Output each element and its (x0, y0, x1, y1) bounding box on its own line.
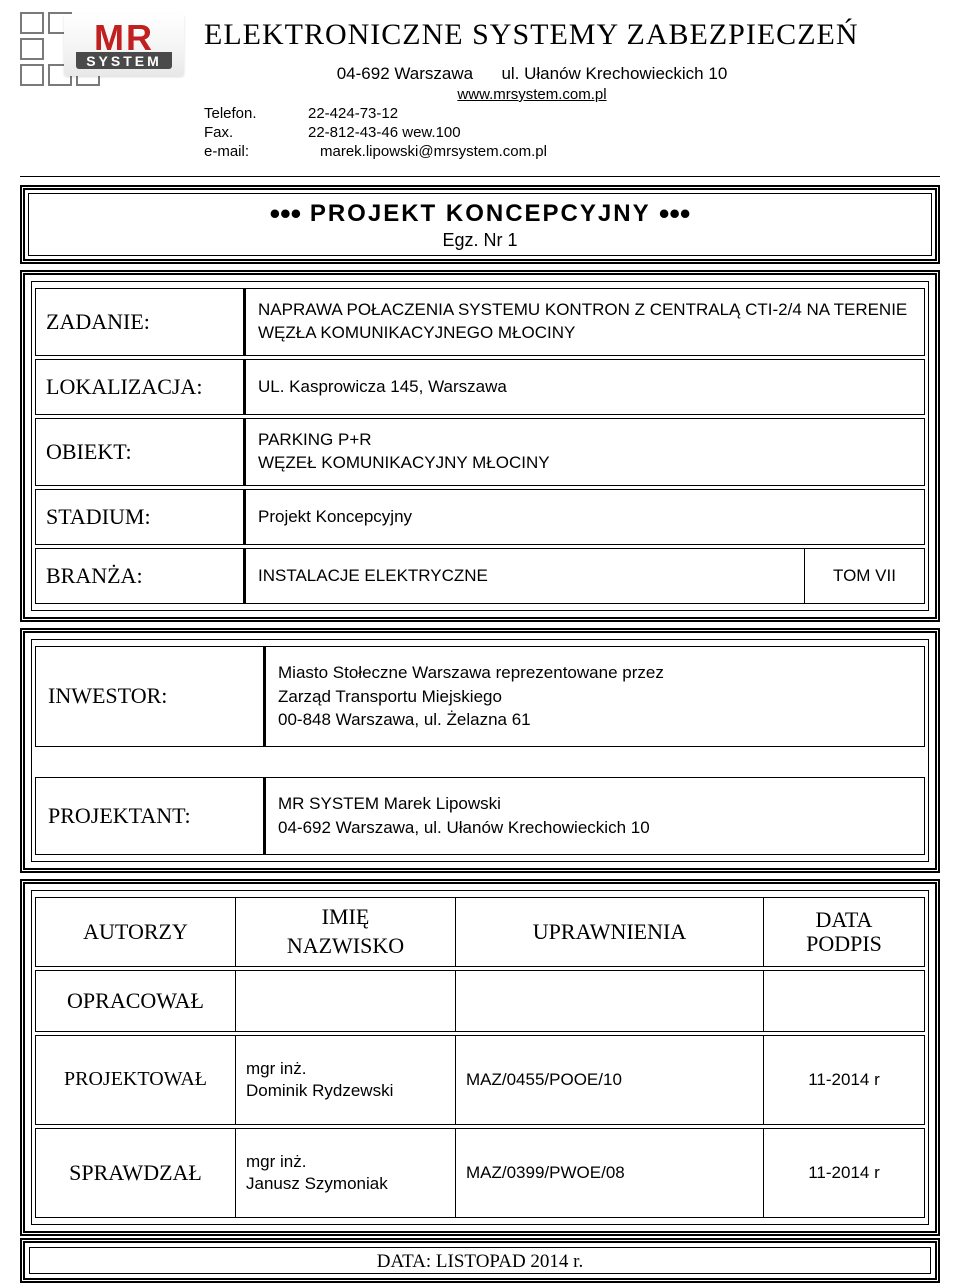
logo-square (20, 38, 44, 60)
row-projektant: PROJEKTANT: MR SYSTEM Marek Lipowski 04-… (35, 777, 925, 855)
label-obiekt: OBIEKT: (36, 419, 246, 485)
header-nazwisko: NAZWISKO (287, 932, 404, 961)
metadata-box-2: INWESTOR: Miasto Stołeczne Warszawa repr… (20, 628, 940, 873)
projektant-line1: MR SYSTEM Marek Lipowski (278, 792, 912, 816)
projektowal-name: mgr inż. Dominik Rydzewski (236, 1036, 456, 1124)
logo-system-text: SYSTEM (76, 52, 172, 69)
header-data: DATA (816, 908, 873, 932)
label-opracowal: OPRACOWAŁ (36, 971, 236, 1031)
header-imie-nazwisko: IMIĘ NAZWISKO (236, 898, 456, 966)
opracowal-name (236, 971, 456, 1031)
label-stadium: STADIUM: (36, 490, 246, 544)
projektowal-fullname: Dominik Rydzewski (246, 1080, 393, 1102)
opracowal-upraw (456, 971, 764, 1031)
project-title-line: ••• PROJEKT KONCEPCYJNY ••• (37, 200, 923, 228)
logo-area: MR SYSTEM (20, 12, 190, 76)
projektowal-data: 11-2014 r (764, 1036, 924, 1124)
row-lokalizacja: LOKALIZACJA: UL. Kasprowicza 145, Warsza… (35, 359, 925, 415)
telephone-row: Telefon. 22-424-73-12 (204, 105, 940, 122)
project-title-inner: ••• PROJEKT KONCEPCYJNY ••• Egz. Nr 1 (28, 193, 932, 256)
label-lokalizacja: LOKALIZACJA: (36, 360, 246, 414)
value-inwestor: Miasto Stołeczne Warszawa reprezentowane… (266, 647, 924, 746)
logo-square (20, 12, 44, 34)
header-text: ELEKTRONICZNE SYSTEMY ZABEZPIECZEŃ 04-69… (204, 12, 940, 160)
value-lokalizacja: UL. Kasprowicza 145, Warszawa (246, 360, 924, 414)
row-projektowal: PROJEKTOWAŁ mgr inż. Dominik Rydzewski M… (35, 1035, 925, 1125)
header-autorzy: AUTORZY (36, 898, 236, 966)
row-zadanie: ZADANIE: NAPRAWA POŁACZENIA SYSTEMU KONT… (35, 288, 925, 356)
row-obiekt: OBIEKT: PARKING P+R WĘZEŁ KOMUNIKACYJNY … (35, 418, 925, 486)
sprawdzal-fullname: Janusz Szymoniak (246, 1173, 388, 1195)
telephone-label: Telefon. (204, 105, 274, 122)
website-link[interactable]: www.mrsystem.com.pl (204, 86, 940, 103)
company-title: ELEKTRONICZNE SYSTEMY ZABEZPIECZEŃ (204, 18, 940, 52)
row-branza: BRANŻA: INSTALACJE ELEKTRYCZNE TOM VII (35, 548, 925, 604)
projektowal-upraw: MAZ/0455/POOE/10 (456, 1036, 764, 1124)
authors-header-row: AUTORZY IMIĘ NAZWISKO UPRAWNIENIA DATA P… (35, 897, 925, 967)
inwestor-line2: Zarząd Transportu Miejskiego (278, 685, 912, 709)
telephone-value: 22-424-73-12 (308, 105, 398, 122)
value-obiekt: PARKING P+R WĘZEŁ KOMUNIKACYJNY MŁOCINY (246, 419, 924, 485)
label-projektant: PROJEKTANT: (36, 778, 266, 854)
opracowal-data (764, 971, 924, 1031)
label-sprawdzal: SPRAWDZAŁ (36, 1129, 236, 1217)
header-uprawnienia: UPRAWNIENIA (456, 898, 764, 966)
metadata-box-1: ZADANIE: NAPRAWA POŁACZENIA SYSTEMU KONT… (20, 270, 940, 622)
email-row: e-mail: marek.lipowski@mrsystem.com.pl (204, 143, 940, 160)
sprawdzal-title: mgr inż. (246, 1151, 388, 1173)
inwestor-line1: Miasto Stołeczne Warszawa reprezentowane… (278, 661, 912, 685)
projektant-line2: 04-692 Warszawa, ul. Ułanów Krechowiecki… (278, 816, 912, 840)
fax-label: Fax. (204, 124, 274, 141)
metadata-inner-1: ZADANIE: NAPRAWA POŁACZENIA SYSTEMU KONT… (31, 281, 929, 611)
footer-box: DATA: LISTOPAD 2014 r. (20, 1238, 940, 1283)
value-obiekt-line1: PARKING P+R (258, 429, 912, 452)
address-line: 04-692 Warszawa ul. Ułanów Krechowieckic… (204, 64, 940, 84)
header-imie: IMIĘ (287, 903, 404, 932)
header-data-podpis: DATA PODPIS (764, 898, 924, 966)
email-value: marek.lipowski@mrsystem.com.pl (308, 143, 547, 160)
label-zadanie: ZADANIE: (36, 289, 246, 355)
fax-row: Fax. 22-812-43-46 wew.100 (204, 124, 940, 141)
header-podpis: PODPIS (806, 932, 882, 956)
project-title-text: PROJEKT KONCEPCYJNY (310, 200, 650, 227)
value-obiekt-line2: WĘZEŁ KOMUNIKACYJNY MŁOCINY (258, 452, 912, 475)
email-label: e-mail: (204, 143, 274, 160)
copy-number: Egz. Nr 1 (37, 230, 923, 251)
label-inwestor: INWESTOR: (36, 647, 266, 746)
divider (20, 176, 940, 177)
value-zadanie: NAPRAWA POŁACZENIA SYSTEMU KONTRON Z CEN… (246, 289, 924, 355)
sprawdzal-name: mgr inż. Janusz Szymoniak (236, 1129, 456, 1217)
page: MR SYSTEM ELEKTRONICZNE SYSTEMY ZABEZPIE… (0, 0, 960, 1283)
row-inwestor: INWESTOR: Miasto Stołeczne Warszawa repr… (35, 646, 925, 747)
projektowal-title: mgr inż. (246, 1058, 393, 1080)
fax-value: 22-812-43-46 wew.100 (308, 124, 461, 141)
bullet-icon: ••• (659, 198, 691, 231)
bullet-icon: ••• (270, 198, 302, 231)
sprawdzal-data: 11-2014 r (764, 1129, 924, 1217)
value-tom: TOM VII (804, 549, 924, 603)
metadata-inner-2: INWESTOR: Miasto Stołeczne Warszawa repr… (31, 639, 929, 862)
authors-inner: AUTORZY IMIĘ NAZWISKO UPRAWNIENIA DATA P… (31, 890, 929, 1225)
row-sprawdzal: SPRAWDZAŁ mgr inż. Janusz Szymoniak MAZ/… (35, 1128, 925, 1218)
logo-mr-text: MR (94, 22, 154, 54)
address-city: 04-692 Warszawa (337, 64, 473, 83)
logo-badge: MR SYSTEM (64, 14, 184, 76)
label-branza: BRANŻA: (36, 549, 246, 603)
logo-square (20, 64, 44, 86)
inwestor-line3: 00-848 Warszawa, ul. Żelazna 61 (278, 708, 912, 732)
letterhead: MR SYSTEM ELEKTRONICZNE SYSTEMY ZABEZPIE… (20, 12, 940, 160)
value-projektant: MR SYSTEM Marek Lipowski 04-692 Warszawa… (266, 778, 924, 854)
row-stadium: STADIUM: Projekt Koncepcyjny (35, 489, 925, 545)
sprawdzal-upraw: MAZ/0399/PWOE/08 (456, 1129, 764, 1217)
value-stadium: Projekt Koncepcyjny (246, 490, 924, 544)
authors-box: AUTORZY IMIĘ NAZWISKO UPRAWNIENIA DATA P… (20, 879, 940, 1236)
label-projektowal: PROJEKTOWAŁ (36, 1036, 236, 1124)
value-branza: INSTALACJE ELEKTRYCZNE (246, 549, 804, 603)
address-street: ul. Ułanów Krechowieckich 10 (501, 64, 727, 83)
row-opracowal: OPRACOWAŁ (35, 970, 925, 1032)
project-title-box: ••• PROJEKT KONCEPCYJNY ••• Egz. Nr 1 (20, 185, 940, 264)
